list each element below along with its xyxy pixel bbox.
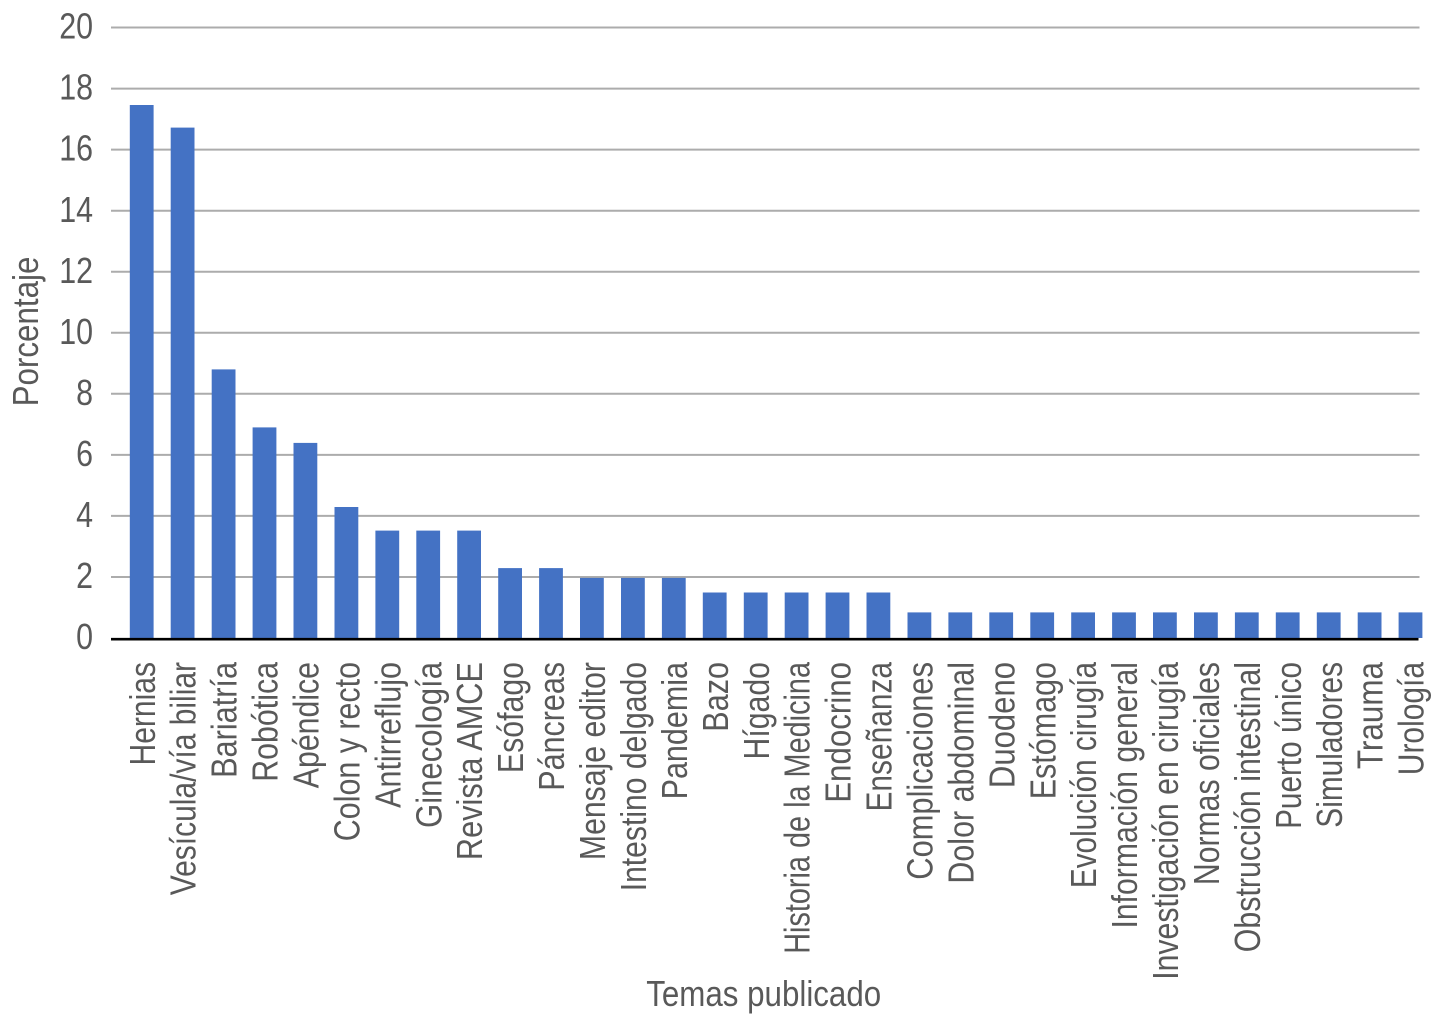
svg-text:Páncreas: Páncreas bbox=[531, 662, 572, 791]
svg-text:Complicaciones: Complicaciones bbox=[900, 662, 941, 880]
svg-text:Investigación en cirugía: Investigación en cirugía bbox=[1145, 661, 1186, 980]
svg-text:4: 4 bbox=[76, 494, 93, 535]
svg-text:Duodeno: Duodeno bbox=[981, 662, 1022, 788]
svg-text:2: 2 bbox=[76, 555, 93, 596]
svg-text:14: 14 bbox=[59, 189, 93, 230]
svg-text:Esófago: Esófago bbox=[490, 662, 531, 773]
svg-text:20: 20 bbox=[59, 6, 93, 47]
svg-text:Pandemia: Pandemia bbox=[654, 661, 695, 799]
svg-text:Hernias: Hernias bbox=[122, 662, 163, 766]
svg-text:Ginecología: Ginecología bbox=[408, 661, 449, 828]
svg-text:Urología: Urología bbox=[1391, 661, 1432, 775]
svg-text:Colon y recto: Colon y recto bbox=[327, 662, 368, 841]
svg-text:Estómago: Estómago bbox=[1022, 662, 1063, 799]
svg-text:18: 18 bbox=[59, 67, 93, 108]
svg-text:8: 8 bbox=[76, 372, 93, 413]
svg-text:Bazo: Bazo bbox=[695, 662, 736, 732]
svg-text:Revista AMCE: Revista AMCE bbox=[449, 662, 490, 860]
svg-text:Trauma: Trauma bbox=[1350, 661, 1391, 769]
svg-text:16: 16 bbox=[59, 128, 93, 169]
svg-text:Historia de la Medicina: Historia de la Medicina bbox=[777, 661, 818, 954]
svg-text:Apéndice: Apéndice bbox=[286, 662, 327, 788]
svg-text:Hígado: Hígado bbox=[736, 662, 777, 760]
svg-text:6: 6 bbox=[76, 433, 93, 474]
svg-text:Obstrucción intestinal: Obstrucción intestinal bbox=[1227, 662, 1268, 952]
svg-text:Puerto único: Puerto único bbox=[1268, 662, 1309, 829]
svg-text:Temas publicado: Temas publicado bbox=[646, 973, 881, 1014]
svg-text:Bariatría: Bariatría bbox=[204, 661, 245, 778]
svg-text:Antirreflujo: Antirreflujo bbox=[367, 662, 408, 808]
svg-text:Dolor abdominal: Dolor abdominal bbox=[940, 662, 981, 884]
svg-text:10: 10 bbox=[59, 311, 93, 352]
svg-text:Normas oficiales: Normas oficiales bbox=[1186, 662, 1227, 885]
svg-text:Endocrino: Endocrino bbox=[818, 662, 859, 803]
svg-text:Simuladores: Simuladores bbox=[1309, 662, 1350, 828]
svg-text:Vesícula/vía biliar: Vesícula/vía biliar bbox=[163, 662, 204, 895]
svg-text:Evolución cirugía: Evolución cirugía bbox=[1063, 661, 1104, 888]
svg-text:Información general: Información general bbox=[1104, 662, 1145, 929]
svg-text:12: 12 bbox=[59, 250, 93, 291]
svg-text:Enseñanza: Enseñanza bbox=[859, 661, 900, 811]
svg-text:Intestino delgado: Intestino delgado bbox=[613, 662, 654, 891]
svg-text:Mensaje editor: Mensaje editor bbox=[572, 662, 613, 860]
svg-text:Robótica: Robótica bbox=[245, 661, 286, 782]
svg-text:0: 0 bbox=[76, 616, 93, 657]
svg-text:Porcentaje: Porcentaje bbox=[5, 257, 46, 407]
